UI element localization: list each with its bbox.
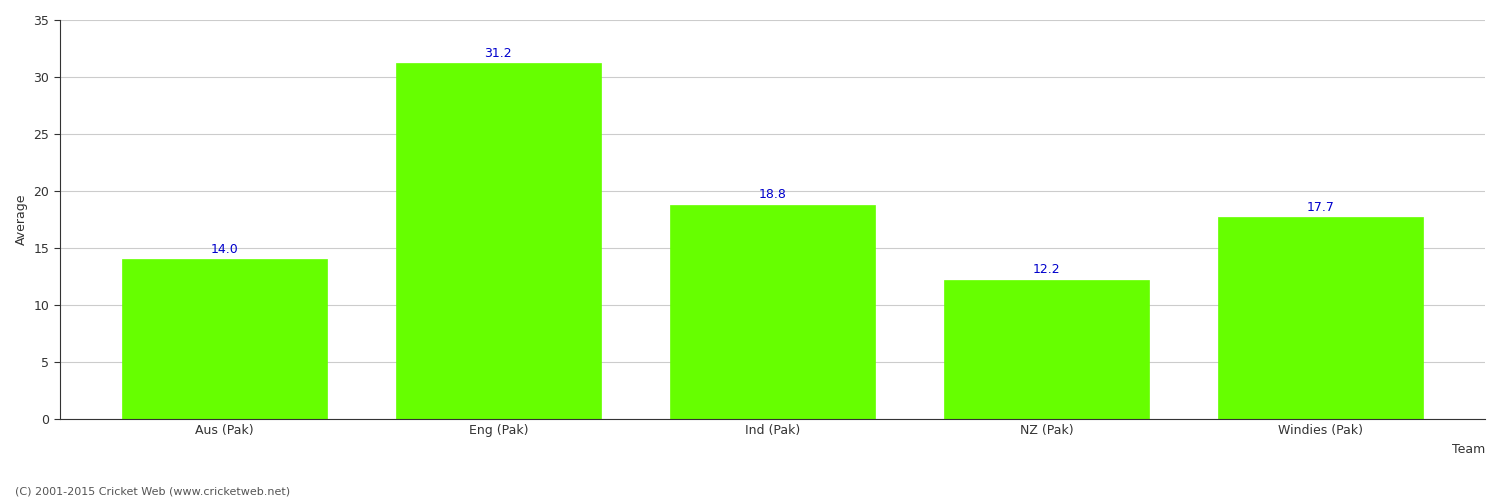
Text: 17.7: 17.7 <box>1306 201 1335 214</box>
Text: 31.2: 31.2 <box>484 47 512 60</box>
Bar <box>396 64 602 419</box>
Text: (C) 2001-2015 Cricket Web (www.cricketweb.net): (C) 2001-2015 Cricket Web (www.cricketwe… <box>15 487 290 497</box>
Text: 12.2: 12.2 <box>1032 264 1060 276</box>
Bar <box>944 280 1149 419</box>
Y-axis label: Average: Average <box>15 194 28 245</box>
Text: 14.0: 14.0 <box>210 243 238 256</box>
Text: 18.8: 18.8 <box>759 188 786 201</box>
Bar <box>669 204 874 419</box>
Bar <box>1218 217 1423 419</box>
X-axis label: Team: Team <box>1452 443 1485 456</box>
Bar <box>122 260 327 419</box>
